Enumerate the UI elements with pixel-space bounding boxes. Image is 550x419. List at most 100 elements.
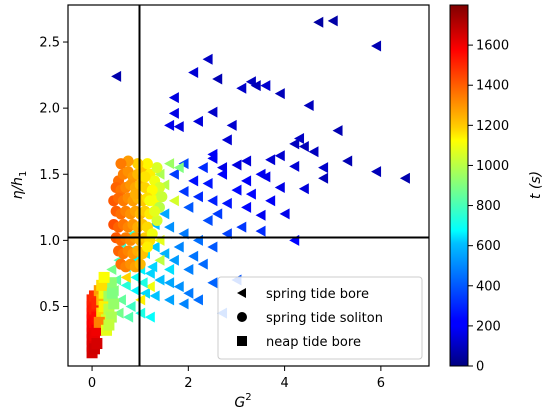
y-tick-label: 2.0 [39,102,60,117]
data-point-triangle-left-93 [183,287,194,299]
data-point-triangle-left-107 [144,311,155,323]
data-point-triangle-left-78 [168,254,179,266]
data-point-square-19 [96,294,108,306]
y-tick-label: 1.0 [39,234,60,249]
data-point-circle-16 [146,184,158,196]
data-point-triangle-left-65 [255,225,266,237]
colorbar-tick-label: 1000 [476,159,509,174]
data-point-triangle-left-64 [236,221,247,233]
data-point-triangle-left-10 [371,40,382,52]
data-point-triangle-left-102 [106,263,117,275]
data-point-triangle-left-96 [164,294,175,306]
data-point-triangle-left-32 [231,159,242,171]
data-point-triangle-left-53 [221,197,232,209]
x-tick-label: 2 [184,376,192,391]
data-point-triangle-left-95 [178,298,189,310]
data-point-triangle-left-118 [168,195,179,207]
data-point-triangle-left-51 [255,209,266,221]
data-point-triangle-left-11 [303,99,314,111]
data-point-triangle-left-40 [274,181,285,193]
data-point-triangle-left-49 [265,195,276,207]
data-point-triangle-left-76 [197,258,208,270]
data-point-triangle-left-3 [212,73,223,85]
colorbar-ticks: 0 200 400 600 800 1000 1200 1400 1600 [468,39,509,375]
data-point-triangle-left-124 [164,263,175,275]
data-point-triangle-left-6 [250,80,261,92]
data-point-circle-71 [149,205,161,217]
legend-box [217,276,423,360]
data-point-triangle-left-18 [192,115,203,127]
data-point-triangle-left-120 [144,281,155,293]
data-point-triangle-left-70 [164,221,175,233]
data-point-triangle-left-59 [197,162,208,174]
data-point-triangle-left-98 [140,287,151,299]
data-point-triangle-left-35 [207,148,218,160]
data-point-circle-61 [141,241,153,253]
data-point-triangle-left-48 [245,188,256,200]
data-point-triangle-left-0 [111,70,122,82]
data-point-square-20 [96,307,108,319]
data-point-triangle-left-114 [164,158,175,170]
data-point-triangle-left-97 [149,290,160,302]
data-point-triangle-left-23 [298,140,309,152]
data-point-triangle-left-27 [318,172,329,184]
data-point-triangle-left-75 [188,250,199,262]
data-point-triangle-left-1 [188,66,199,78]
data-point-triangle-left-105 [125,300,136,312]
data-point-triangle-left-19 [226,119,237,131]
data-point-triangle-left-79 [159,248,170,260]
data-point-triangle-left-128 [147,261,158,273]
data-point-triangle-left-50 [279,208,290,220]
data-point-triangle-left-36 [217,168,228,180]
data-point-circle-66 [151,162,163,174]
data-point-triangle-left-8 [313,16,324,28]
y-tick-label: 0.5 [39,300,60,315]
data-point-triangle-left-9 [327,15,338,27]
data-point-triangle-left-54 [207,195,218,207]
legend-marker-circle [237,312,247,322]
data-point-circle-63 [151,215,163,227]
data-point-triangle-left-108 [123,311,134,323]
x-tick-label: 6 [377,376,385,391]
data-point-triangle-left-56 [178,185,189,197]
data-point-triangle-left-29 [274,150,285,162]
data-point-triangle-left-122 [120,271,131,283]
data-point-triangle-left-90 [154,274,165,286]
data-point-triangle-left-92 [173,281,184,293]
data-point-triangle-left-74 [173,241,184,253]
data-point-triangle-left-45 [188,175,199,187]
plot-frame [67,4,430,367]
data-point-square-33 [103,319,115,331]
legend-label-spring-tide-bore: spring tide bore [266,287,369,302]
data-point-circle-73 [139,171,151,183]
data-point-triangle-left-16 [164,119,175,131]
y-axis-ticks: 0.5 1.0 1.5 2.0 2.5 [39,36,68,315]
data-point-triangle-left-73 [159,208,170,220]
y-tick-label: 1.5 [39,168,60,183]
data-point-triangle-left-89 [144,267,155,279]
colorbar-tick-label: 600 [476,239,501,254]
data-point-triangle-left-104 [115,294,126,306]
data-point-triangle-left-91 [164,277,175,289]
data-point-triangle-left-113 [173,162,184,174]
colorbar-tick-label: 1200 [476,119,509,134]
data-point-triangle-left-115 [154,168,165,180]
data-point-triangle-left-47 [231,184,242,196]
data-point-triangle-left-26 [342,155,353,167]
data-point-triangle-left-15 [274,88,285,100]
data-point-triangle-left-52 [241,201,252,213]
data-point-triangle-left-5 [236,82,247,94]
data-point-triangle-left-126 [130,271,141,283]
data-point-triangle-left-123 [154,254,165,266]
data-point-triangle-left-13 [168,107,179,119]
data-point-circle-65 [156,191,168,203]
data-point-triangle-left-94 [192,294,203,306]
data-point-triangle-left-127 [137,277,148,289]
data-point-triangle-left-31 [241,155,252,167]
legend-marker-triangle-left [237,288,246,298]
colorbar-tick-label: 1600 [476,39,509,54]
data-point-triangle-left-57 [168,168,179,180]
data-point-circle-67 [141,158,153,170]
data-point-triangle-left-61 [202,215,213,227]
